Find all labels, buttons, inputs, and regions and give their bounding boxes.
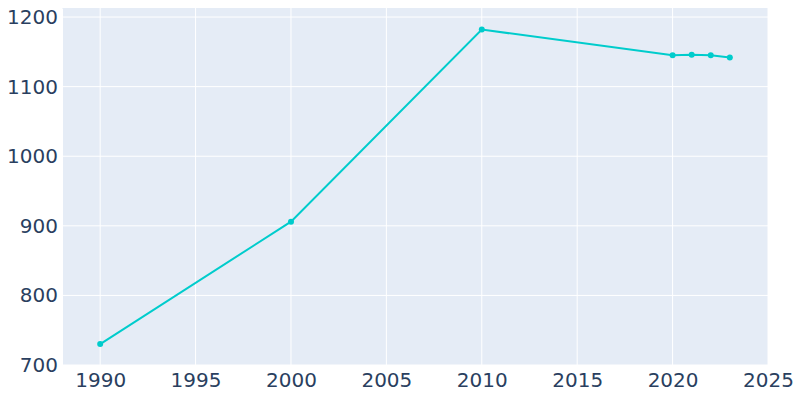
x-grid-line xyxy=(290,8,291,365)
x-grid-line xyxy=(195,8,196,365)
x-tick: 2005 xyxy=(361,365,412,392)
plot-background xyxy=(62,8,768,365)
y-grid-line xyxy=(62,365,768,366)
y-tick: 900 xyxy=(20,214,62,238)
x-axis-line xyxy=(63,365,769,366)
x-tick: 2010 xyxy=(457,365,508,392)
x-tick-label: 2005 xyxy=(361,368,412,392)
y-tick: 1200 xyxy=(7,5,62,29)
x-tick: 2000 xyxy=(266,365,317,392)
y-tick-label: 900 xyxy=(20,214,58,238)
point xyxy=(689,52,695,58)
x-grid-line xyxy=(386,8,387,365)
x-tick: 1990 xyxy=(75,365,126,392)
y-tick-label: 1000 xyxy=(7,144,58,168)
x-tick-label: 1995 xyxy=(171,368,222,392)
point xyxy=(479,27,485,33)
x-tick: 2025 xyxy=(743,365,794,392)
x-grid-line xyxy=(672,8,673,365)
point xyxy=(288,219,294,225)
grid xyxy=(62,8,768,365)
point xyxy=(670,52,676,58)
y-grid-line xyxy=(62,17,768,18)
x-grid-line xyxy=(577,8,578,365)
x-grid-line xyxy=(768,8,769,365)
x-tick-label: 2000 xyxy=(266,368,317,392)
series xyxy=(97,27,733,348)
x-grid-line xyxy=(481,8,482,365)
line xyxy=(100,30,730,345)
y-tick: 1000 xyxy=(7,144,62,168)
y-grid-line xyxy=(62,156,768,157)
x-tick: 2020 xyxy=(648,365,699,392)
x-tick-label: 1990 xyxy=(75,368,126,392)
chart: 1990 1995 2000 2005 2010 2015 2020 2025 700 800 90… xyxy=(0,0,800,400)
y-tick: 700 xyxy=(20,353,62,377)
y-tick-label: 1100 xyxy=(7,75,58,99)
y-axis-line xyxy=(62,9,63,366)
x-tick-label: 2025 xyxy=(743,368,794,392)
y-tick-label: 800 xyxy=(20,283,58,307)
y-tick: 1100 xyxy=(7,75,62,99)
point xyxy=(708,52,714,58)
y-axis: 700 800 900 1000 1100 1200 xyxy=(7,5,62,377)
x-tick: 2015 xyxy=(552,365,603,392)
point xyxy=(97,341,103,347)
y-tick-label: 1200 xyxy=(7,5,58,29)
x-tick-label: 2020 xyxy=(648,368,699,392)
plot: 1990 1995 2000 2005 2010 2015 2020 2025 700 800 90… xyxy=(7,5,794,392)
x-tick: 1995 xyxy=(171,365,222,392)
x-grid-line xyxy=(100,8,101,365)
y-grid-line xyxy=(62,86,768,87)
x-axis: 1990 1995 2000 2005 2010 2015 2020 2025 xyxy=(63,365,794,392)
x-tick-label: 2010 xyxy=(457,368,508,392)
x-tick-label: 2015 xyxy=(552,368,603,392)
y-tick-label: 700 xyxy=(20,353,58,377)
y-grid-line xyxy=(62,295,768,296)
point xyxy=(727,54,733,60)
y-grid-line xyxy=(62,225,768,226)
y-tick: 800 xyxy=(20,283,62,307)
